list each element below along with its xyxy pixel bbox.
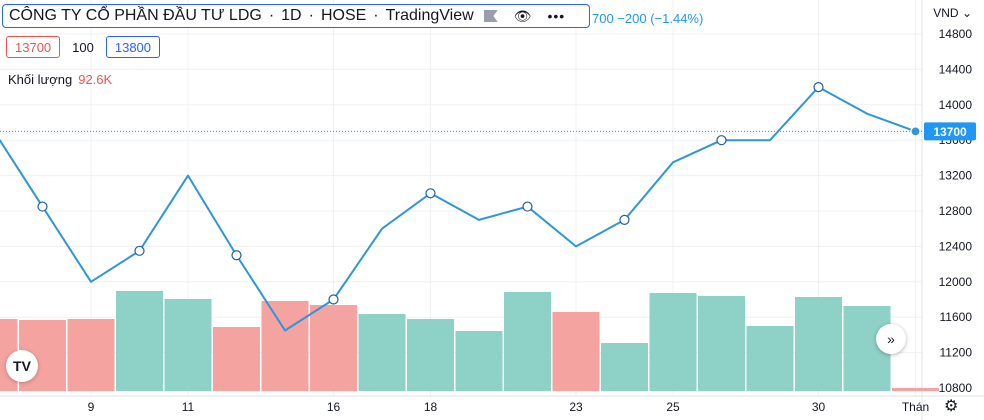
spread-value: 100 xyxy=(72,39,94,55)
sell-price[interactable]: 13700 xyxy=(6,36,61,58)
x-tick-label: 18 xyxy=(424,400,438,414)
x-tick-label: Thán xyxy=(902,400,929,414)
legend-separator: · xyxy=(268,7,275,24)
volume-value: 92.6K xyxy=(78,72,113,87)
price-point xyxy=(425,188,436,199)
tradingview-logo-icon[interactable]: TV xyxy=(6,350,38,382)
price-point xyxy=(813,81,824,93)
volume-bar xyxy=(552,312,600,391)
more-icon[interactable]: ••• xyxy=(547,8,566,24)
legend-separator: · xyxy=(373,7,379,24)
x-tick-label: 23 xyxy=(569,400,583,414)
y-tick-label: 10800 xyxy=(939,381,973,395)
y-tick-label: 13200 xyxy=(939,169,973,183)
volume-bar xyxy=(164,299,212,391)
price-point xyxy=(619,214,630,225)
x-tick-label: 9 xyxy=(88,400,95,414)
volume-bar xyxy=(213,327,260,391)
y-tick-label: 12800 xyxy=(939,204,973,218)
y-tick-label: 12400 xyxy=(939,239,973,253)
price-point xyxy=(328,294,339,305)
x-tick-label: 11 xyxy=(182,400,195,414)
price-point xyxy=(716,135,727,146)
legend-separator: · xyxy=(308,7,314,24)
volume-bar xyxy=(698,296,745,391)
current-price-tag xyxy=(924,122,976,141)
quote-boxes: 13700 100 13800 xyxy=(6,36,161,58)
price-point xyxy=(522,201,533,212)
eye-icon[interactable]: 👁 xyxy=(513,7,532,24)
volume-bar xyxy=(310,305,357,391)
source-label: TradingView xyxy=(385,7,474,24)
volume-bar xyxy=(601,343,648,391)
price-point xyxy=(134,245,145,256)
volume-bar xyxy=(67,319,115,391)
flag-icon[interactable] xyxy=(483,10,498,22)
price-point xyxy=(910,126,921,137)
volume-bar xyxy=(892,388,939,391)
x-tick-label: 30 xyxy=(812,400,826,414)
current-price-tag-label: 13700 xyxy=(933,125,967,139)
x-tick-label: 25 xyxy=(666,400,680,414)
volume-bar xyxy=(649,293,697,391)
volume-bar xyxy=(504,292,551,391)
volume-bar xyxy=(116,291,163,391)
y-tick-label: 12000 xyxy=(939,275,973,289)
symbol-legend[interactable]: CÔNG TY CỔ PHẦN ĐẦU TƯ LDG · 1D · HOSE ·… xyxy=(2,4,590,28)
x-tick-label: 16 xyxy=(327,400,341,414)
volume-bar xyxy=(261,301,309,391)
volume-legend: Khối lượng 92.6K xyxy=(8,72,112,87)
volume-bar xyxy=(358,314,406,391)
price-point xyxy=(231,250,242,261)
y-tick-label: 11200 xyxy=(940,346,973,360)
price-change: 700 −200 (−1.44%) xyxy=(592,11,704,26)
volume-title: Khối lượng xyxy=(8,72,73,87)
currency-label: VND xyxy=(933,6,959,20)
buy-price[interactable]: 13800 xyxy=(105,36,161,58)
interval-label: 1D xyxy=(281,7,302,24)
symbol-name: CÔNG TY CỔ PHẦN ĐẦU TƯ LDG xyxy=(9,7,262,24)
y-tick-label: 14400 xyxy=(939,62,973,76)
currency-selector[interactable]: VND ⌄ xyxy=(933,6,972,20)
volume-bar xyxy=(455,331,503,391)
scroll-to-realtime-button[interactable]: » xyxy=(876,324,906,354)
volume-bar xyxy=(407,319,454,391)
y-tick-label: 11600 xyxy=(940,310,973,324)
chevron-down-icon: ⌄ xyxy=(961,6,972,20)
gear-icon[interactable]: ⚙ xyxy=(944,398,959,415)
price-line xyxy=(0,86,916,332)
exchange-label: HOSE xyxy=(320,7,367,24)
price-point xyxy=(37,201,48,212)
volume-bar xyxy=(746,326,794,391)
volume-bar xyxy=(795,297,842,391)
double-chevron-right-icon: » xyxy=(887,331,895,347)
y-tick-label: 14000 xyxy=(939,98,973,112)
y-tick-label: 14800 xyxy=(939,27,973,41)
